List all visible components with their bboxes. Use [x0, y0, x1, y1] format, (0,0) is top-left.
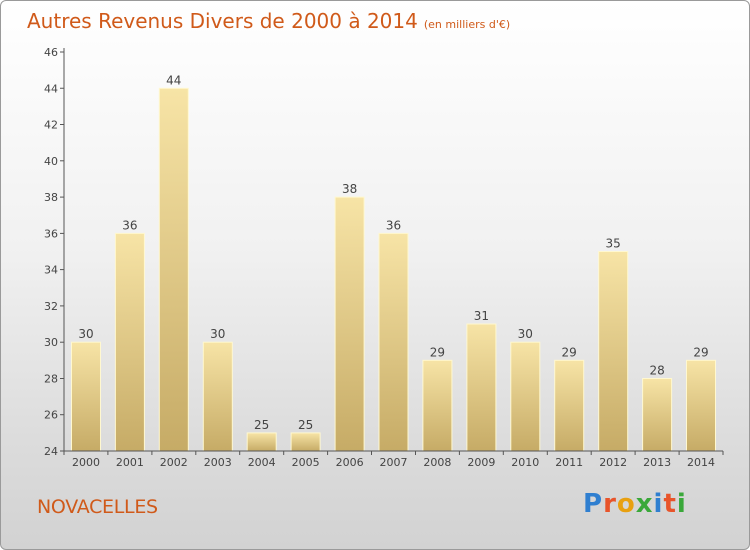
data-label-2003: 30 — [210, 327, 225, 341]
bar-2007 — [378, 232, 409, 452]
brand-letter: t — [663, 489, 677, 519]
x-tick-label-2011: 2011 — [555, 456, 583, 469]
bar-2006 — [334, 196, 365, 452]
y-tick-label-44: 44 — [44, 82, 58, 95]
data-label-2012: 35 — [606, 237, 621, 251]
bar-2009 — [466, 323, 497, 452]
y-tick-label-40: 40 — [44, 155, 58, 168]
title-row: Autres Revenus Divers de 2000 à 2014 (en … — [27, 9, 510, 33]
location-label: NOVACELLES — [37, 496, 158, 518]
data-label-2011: 29 — [562, 345, 577, 359]
x-tick-label-2001: 2001 — [116, 456, 144, 469]
data-label-2008: 29 — [430, 345, 445, 359]
y-tick-label-28: 28 — [44, 373, 58, 386]
bar-2003 — [202, 341, 233, 452]
bar-2012 — [598, 251, 629, 452]
x-tick-label-2013: 2013 — [643, 456, 671, 469]
x-tick-label-2009: 2009 — [467, 456, 495, 469]
y-tick-label-36: 36 — [44, 227, 58, 240]
y-tick-label-24: 24 — [44, 445, 58, 458]
brand-letter: P — [583, 489, 604, 519]
bar-2013 — [642, 378, 673, 452]
data-label-2007: 36 — [386, 218, 401, 232]
data-label-2009: 31 — [474, 309, 489, 323]
x-tick-label-2003: 2003 — [204, 456, 232, 469]
brand-letter: o — [616, 489, 636, 519]
data-label-2002: 44 — [166, 73, 181, 87]
x-tick-label-2002: 2002 — [160, 456, 188, 469]
x-tick-label-2006: 2006 — [336, 456, 364, 469]
bar-2004 — [246, 432, 277, 452]
data-label-2001: 36 — [122, 218, 137, 232]
y-tick-label-34: 34 — [44, 264, 58, 277]
data-label-2005: 25 — [298, 418, 313, 432]
data-label-2010: 30 — [518, 327, 533, 341]
bar-2010 — [510, 341, 541, 452]
bar-2002 — [158, 87, 189, 452]
x-tick-label-2012: 2012 — [599, 456, 627, 469]
bar-2000 — [71, 341, 101, 452]
chart-title: Autres Revenus Divers de 2000 à 2014 — [27, 9, 418, 33]
data-label-2004: 25 — [254, 418, 269, 432]
bar-2005 — [290, 432, 321, 452]
bar-2001 — [114, 232, 145, 452]
y-tick-label-26: 26 — [44, 409, 58, 422]
x-tick-label-2005: 2005 — [292, 456, 320, 469]
y-tick-label-38: 38 — [44, 191, 58, 204]
x-tick-label-2014: 2014 — [687, 456, 715, 469]
y-tick-label-46: 46 — [44, 46, 58, 59]
data-label-2013: 28 — [649, 364, 664, 378]
bar-2011 — [554, 359, 585, 452]
y-tick-label-30: 30 — [44, 336, 58, 349]
data-label-2006: 38 — [342, 182, 357, 196]
x-tick-label-2007: 2007 — [380, 456, 408, 469]
data-label-2000: 30 — [78, 327, 93, 341]
brand-logo: Proxiti — [583, 489, 687, 519]
x-tick-label-2004: 2004 — [248, 456, 276, 469]
brand-letter: i — [653, 489, 664, 519]
y-tick-label-32: 32 — [44, 300, 58, 313]
chart-subtitle: (en milliers d'€) — [423, 18, 511, 31]
x-tick-label-2000: 2000 — [72, 456, 100, 469]
brand-letter: r — [603, 489, 617, 519]
brand-letter: i — [676, 489, 687, 519]
bar-2014 — [686, 359, 716, 452]
bar-2008 — [422, 359, 453, 452]
x-tick-label-2010: 2010 — [511, 456, 539, 469]
brand-letter: x — [635, 489, 654, 519]
y-tick-label-42: 42 — [44, 119, 58, 132]
data-label-2014: 29 — [693, 345, 708, 359]
x-tick-label-2008: 2008 — [423, 456, 451, 469]
